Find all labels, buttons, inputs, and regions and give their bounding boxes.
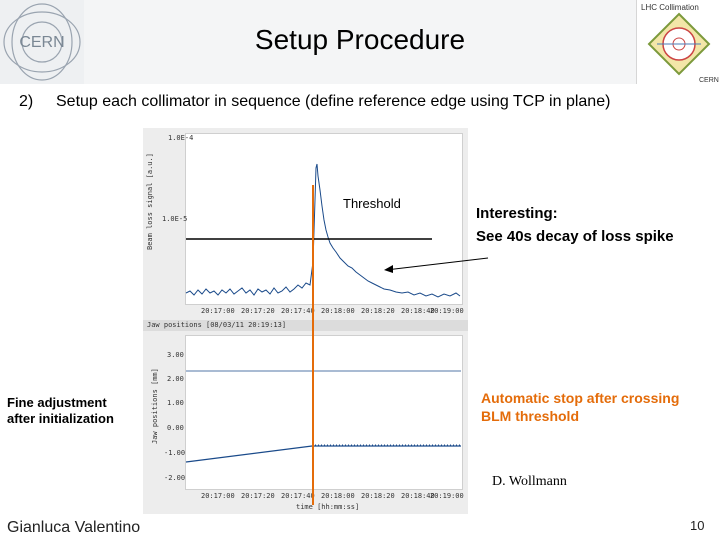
- jaw-ytick: 3.00: [167, 351, 184, 359]
- interesting-text: See 40s decay of loss spike: [476, 228, 674, 245]
- jaw-plot-area: [185, 335, 463, 490]
- fine-adjustment-label-2: after initialization: [7, 411, 114, 426]
- step-number: 2): [19, 93, 34, 110]
- loss-ytick-low: 1.0E-5: [162, 215, 188, 223]
- jaw-ytick: -1.00: [164, 449, 186, 457]
- lhc-logo-sub: CERN: [699, 77, 719, 84]
- interesting-title: Interesting:: [476, 205, 558, 222]
- jaw-xtick: 20:18:00: [321, 492, 355, 500]
- jaw-xtick: 20:17:40: [281, 492, 315, 500]
- jaw-xtick: 20:17:00: [201, 492, 235, 500]
- loss-xtick: 20:19:00: [430, 307, 464, 315]
- jaw-plot-header: Jaw positions [08/03/11 20:19:13]: [147, 321, 287, 329]
- loss-xtick: 20:18:40: [401, 307, 435, 315]
- jaw-xlabel: time [hh:mm:ss]: [296, 503, 360, 511]
- threshold-label: Threshold: [343, 196, 401, 211]
- jaw-position-trace: [185, 445, 461, 463]
- fine-adjustment-label: Fine adjustment: [7, 395, 107, 410]
- cern-logo: CERN: [0, 0, 84, 84]
- jaw-xtick: 20:17:20: [241, 492, 275, 500]
- title-band: [84, 0, 636, 84]
- loss-xtick: 20:17:00: [201, 307, 235, 315]
- jaw-ytick: 0.00: [167, 424, 184, 432]
- jaw-ytick: 1.00: [167, 399, 184, 407]
- loss-xtick: 20:18:20: [361, 307, 395, 315]
- lhc-collimation-logo: LHC Collimation CERN: [636, 0, 720, 84]
- jaw-xtick: 20:18:20: [361, 492, 395, 500]
- cern-logo-text: CERN: [19, 34, 64, 51]
- page-number: 10: [690, 518, 705, 533]
- presenter-name: Gianluca Valentino: [7, 519, 141, 536]
- beam-loss-trace: [185, 163, 461, 298]
- jaw-xtick: 20:18:40: [401, 492, 435, 500]
- loss-xtick: 20:18:00: [321, 307, 355, 315]
- lhc-logo-text: LHC Collimation: [641, 3, 699, 12]
- loss-spike-arrow: [385, 257, 489, 271]
- loss-xtick: 20:17:20: [241, 307, 275, 315]
- plot-credit: D. Wollmann: [492, 474, 567, 489]
- loss-ytick-high: 1.0E-4: [168, 134, 194, 142]
- jaw-ytick: 2.00: [167, 375, 184, 383]
- loss-xtick: 20:17:40: [281, 307, 315, 315]
- slide-title: Setup Procedure: [254, 24, 466, 55]
- jaw-ytick: -2.00: [164, 474, 186, 482]
- auto-stop-label: Automatic stop after crossing: [481, 390, 680, 406]
- arrow-head: [384, 265, 393, 273]
- jaw-xtick: 20:19:00: [430, 492, 464, 500]
- step-text: Setup each collimator in sequence (defin…: [56, 93, 611, 110]
- auto-stop-label-2: BLM threshold: [481, 408, 579, 424]
- jaw-plot-header-bar: [143, 320, 468, 331]
